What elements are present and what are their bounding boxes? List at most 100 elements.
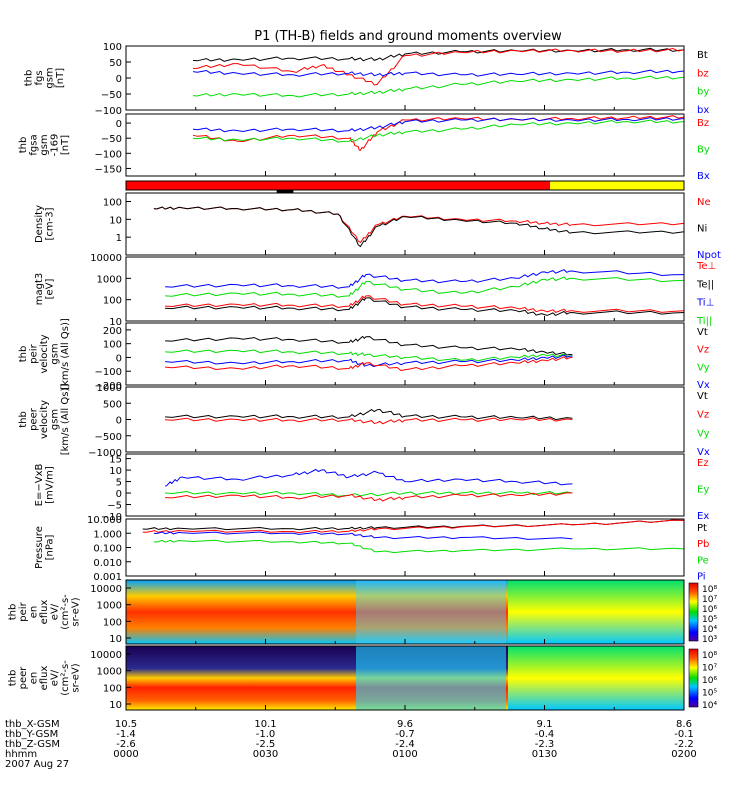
energy-series-Te|| [165,297,685,316]
footer-columns: 10.5-1.4-2.6000010.1-1.0-2.500309.6-0.7-… [113,719,696,760]
figure-title: P1 (TH-B) fields and ground moments over… [254,29,562,44]
peer-series-Vz [165,417,573,425]
peir-colorbar [688,582,699,642]
efield-series-Ex [164,468,573,487]
peir_spec-colorbar-label: 10⁷ [702,595,717,605]
peir-series-Vx [165,354,573,368]
fgs-ylabel-line: gsm [44,67,55,88]
fgsa-tick-label: −100 [95,149,122,160]
footer-row-labels: thb_X-GSM thb_Y-GSM thb_Z-GSM hhmm 2007 … [5,719,69,770]
footer-col-0-t: 0000 [113,749,138,760]
peir_spec-ylabel-line: eV/ [50,603,61,620]
footer-col-0-y: -1.4 [116,729,136,740]
panels-group [126,47,685,554]
efield-frame [125,453,685,517]
peir-ylabel-line: gsm [50,343,61,364]
footer-col-4-z: -2.2 [674,739,694,750]
status-bar-segment-1 [550,181,684,190]
fgsa-tick-label: −50 [101,134,122,145]
status-bar-marker [276,190,294,193]
efield-tick-label: 0 [116,489,122,500]
peir-series-Vy [165,349,573,362]
pressure-tick-label: 0.001 [93,572,122,583]
density-ylabel-line: [cm-3] [44,207,55,240]
peer_spec-tick-label: 100 [103,683,122,694]
pressure-tick-label: 1.000 [93,529,122,540]
peir-spectrogram-fill [126,580,684,644]
peir-ylabel-line: velocity [39,334,50,373]
footer-col-4-t: 0200 [671,749,696,760]
fgsa-ylabel-line: [nT] [60,135,71,155]
footer-col-2-t: 0100 [392,749,417,760]
pressure-tick-label: 0.010 [93,558,122,569]
peir-tick-label: 100 [103,340,122,351]
pressure-series-Pb [142,519,685,534]
footer-col-2-z: -2.4 [395,739,415,750]
peer-legend-Vx: Vx [697,447,710,458]
peer-ylabel-line: velocity [39,400,50,439]
efield-ylabel-line: [mV/m] [44,466,55,504]
peir-legend-Vx: Vx [697,380,710,391]
peir-ylabel-line: thb [18,346,29,363]
fgs-tick-label: 100 [103,42,122,53]
efield-tick-label: 15 [109,455,122,466]
peer-legend-Vy: Vy [697,428,710,439]
pressure-ylabel: Pressure[nPa] [34,526,56,569]
fgs-ylabel-line: thb [23,70,34,87]
peer_spec-ylabel-line: eflux [39,666,50,691]
efield-legend-Ey: Ey [697,485,709,496]
pressure-tick-label: 10.000 [87,515,122,526]
peir_spec-tick-label: 100 [103,617,122,628]
density-ylabel-line: Density [34,205,45,243]
peer-tick-label: −500 [95,432,122,443]
overlay-group: thbfgsgsm[nT]100500−50−100Btbzbybxthbfgs… [8,42,721,711]
peer-tick-label: 0 [116,416,122,427]
peer-ylabel-line: [km/s (All Qs)] [60,384,71,456]
status-bar-segment-0 [126,181,551,190]
efield-ylabel: E=−VxB[mV/m] [34,464,56,507]
peer-legend-Vt: Vt [697,391,708,402]
pressure-legend-Pb: Pb [697,539,709,550]
fgsa-ylabel-line: -169 [50,134,61,157]
energy-legend-Ti||: Ti|| [696,316,712,327]
peir-legend-Vy: Vy [697,362,710,373]
fgsa-series-By [192,119,685,143]
footer-label-hhmm: hhmm [5,749,37,760]
density-tick-label: 1 [116,233,122,244]
fgs-tick-label: 0 [116,74,122,85]
peer-tick-label: 500 [103,399,122,410]
density-legend-Npot: Npot [697,250,721,261]
fgsa-ylabel: thbfgsagsm-169[nT] [18,134,71,157]
fgsa-tick-label: 0 [116,119,122,130]
footer-col-1-y: -1.0 [256,729,276,740]
peer_spec-colorbar-label: 10⁶ [702,676,717,686]
peer-ylabel-line: thb [18,411,29,428]
peir_spec-colorbar-label: 10⁵ [702,615,717,625]
footer-col-1-x: 10.1 [254,719,276,730]
energy-series-Ti⊥ [165,269,685,289]
pressure-series-Pe [153,539,685,554]
footer-col-4-x: 8.6 [676,719,692,730]
peir-tick-label: 0 [116,353,122,364]
fgs-tick-label: −50 [101,90,122,101]
density-series-Ne [153,206,685,244]
peir-ylabel-line: peir [29,343,40,363]
efield-tick-label: 5 [116,478,122,489]
footer-col-2-y: -0.7 [395,729,415,740]
efield-series-Ez [165,492,573,502]
energy-series-Te⊥ [165,295,685,313]
energy-tick-label: 10 [109,317,122,328]
footer-label-x: thb_X-GSM [5,719,60,730]
energy-legend-Te||: Te|| [696,279,714,290]
footer-col-3-x: 9.1 [537,719,553,730]
pressure-ylabel-line: [nPa] [44,534,55,560]
density-frame [125,192,685,256]
density-tick-label: 100 [103,198,122,209]
footer-label-y: thb_Y-GSM [5,729,58,740]
peir_spec-colorbar-label: 10⁸ [702,585,717,595]
fgsa-series-Bx [192,117,685,133]
peer_spec-colorbar-label: 10⁵ [702,689,717,699]
energy-series-Ti|| [165,276,685,298]
peer-legend-Vz: Vz [697,410,709,421]
